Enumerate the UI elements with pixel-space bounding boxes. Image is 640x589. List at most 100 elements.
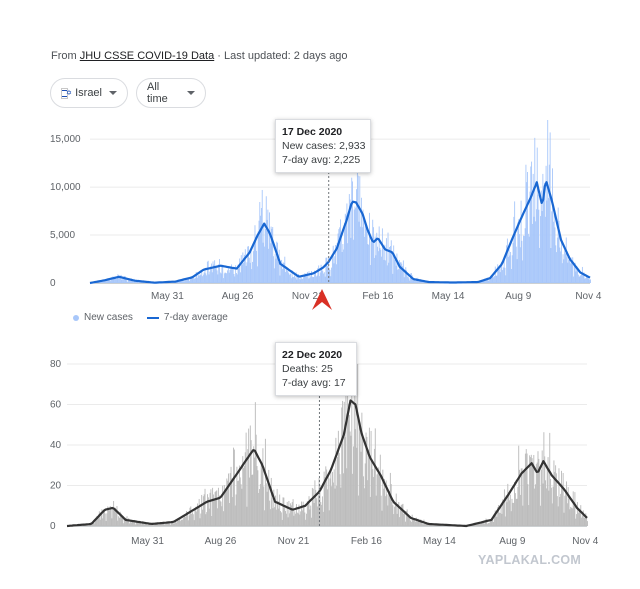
cases-tooltip-new: New cases: 2,933 (282, 140, 366, 152)
daily-bar (196, 272, 198, 283)
range-dropdown[interactable]: All time (136, 78, 206, 108)
daily-bar (380, 495, 382, 526)
daily-bar (215, 266, 216, 283)
daily-bar (326, 257, 328, 283)
daily-bar (113, 278, 115, 283)
daily-bar (338, 453, 340, 526)
daily-bar (233, 447, 235, 526)
cases-chart[interactable]: 0 5,000 10,000 15,000 May 31 Aug 26 Nov 21 Feb … (0, 110, 640, 310)
daily-bar (390, 484, 392, 526)
daily-bar (398, 269, 399, 283)
daily-bar (146, 525, 148, 526)
daily-bar (577, 512, 579, 526)
x-tick-label: Feb 16 (351, 536, 383, 547)
daily-bar (221, 266, 223, 283)
daily-bar (138, 282, 140, 283)
caret-down-icon (109, 91, 117, 95)
daily-bar (538, 209, 540, 283)
daily-bar (130, 280, 132, 283)
daily-bar (532, 173, 534, 283)
daily-bar (228, 272, 230, 283)
daily-bar (394, 259, 396, 283)
daily-bar (343, 249, 345, 283)
x-tick-label: Nov 4 (572, 536, 599, 547)
daily-bar (285, 511, 287, 526)
daily-bar (274, 254, 276, 283)
daily-bar (516, 259, 518, 283)
daily-bar (150, 523, 152, 526)
source-link[interactable]: JHU CSSE COVID-19 Data (79, 50, 215, 62)
daily-bar (406, 270, 408, 283)
daily-bar (376, 232, 378, 283)
daily-bar (102, 518, 104, 526)
daily-bar (381, 256, 383, 283)
y-tick-label: 15,000 (50, 134, 81, 145)
daily-bar (242, 456, 244, 526)
daily-bar (323, 273, 324, 283)
daily-bar (384, 496, 386, 526)
daily-bar (134, 519, 136, 526)
daily-bar (274, 507, 276, 526)
daily-bar (300, 275, 302, 283)
daily-bar (231, 266, 233, 283)
daily-bar (579, 275, 581, 283)
daily-bar (260, 463, 262, 526)
daily-bar (165, 523, 167, 526)
daily-bar (556, 496, 558, 526)
daily-bar (353, 378, 355, 526)
daily-bar (208, 508, 210, 526)
daily-bar (541, 450, 543, 526)
daily-bar (415, 517, 417, 526)
daily-bar (506, 502, 508, 526)
daily-bar (286, 501, 288, 526)
daily-bar (311, 487, 313, 526)
daily-bar (348, 414, 350, 526)
daily-bar (327, 474, 329, 526)
daily-bar (113, 501, 115, 526)
daily-bar (193, 520, 195, 526)
daily-bar (231, 478, 233, 526)
daily-bar (226, 478, 228, 526)
daily-bar (334, 488, 336, 526)
daily-bar (496, 516, 498, 526)
daily-bar (505, 495, 507, 526)
daily-bar (316, 498, 318, 526)
israel-flag-icon: ✡ (61, 87, 72, 99)
daily-bar (123, 279, 124, 283)
daily-bar (348, 194, 350, 283)
daily-bar (559, 497, 561, 526)
daily-bar (343, 401, 345, 526)
daily-bar (125, 517, 127, 526)
daily-bar (119, 517, 120, 526)
daily-bar (115, 279, 117, 283)
daily-bar (222, 485, 224, 526)
daily-bar (129, 523, 131, 526)
daily-bar (106, 280, 108, 283)
x-tick-label: Nov 4 (575, 291, 602, 302)
daily-bar (504, 516, 506, 526)
daily-bar (186, 510, 188, 526)
daily-bar (540, 469, 542, 526)
legend-line-icon (146, 316, 159, 319)
daily-bar (572, 491, 574, 526)
daily-bar (273, 268, 275, 283)
daily-bar (504, 267, 506, 283)
deaths-chart[interactable]: 0 20 40 60 80 May 31 Aug 26 Nov 21 Feb 16 May 14 A… (0, 340, 640, 550)
last-updated: · Last updated: 2 days ago (217, 50, 348, 62)
daily-bar (275, 509, 277, 526)
daily-bar (322, 270, 324, 283)
daily-bar (333, 263, 335, 283)
daily-bar (577, 270, 578, 283)
daily-bar (270, 477, 272, 526)
daily-bar (320, 501, 322, 526)
daily-bar (295, 272, 297, 283)
daily-bar (285, 271, 287, 283)
daily-bar (321, 504, 323, 526)
country-dropdown[interactable]: ✡ Israel (50, 78, 128, 108)
daily-bar (171, 521, 173, 526)
daily-bar (537, 194, 539, 283)
daily-bar (419, 521, 421, 526)
daily-bar (127, 281, 128, 283)
daily-bar (398, 501, 400, 526)
daily-bar (190, 506, 192, 526)
